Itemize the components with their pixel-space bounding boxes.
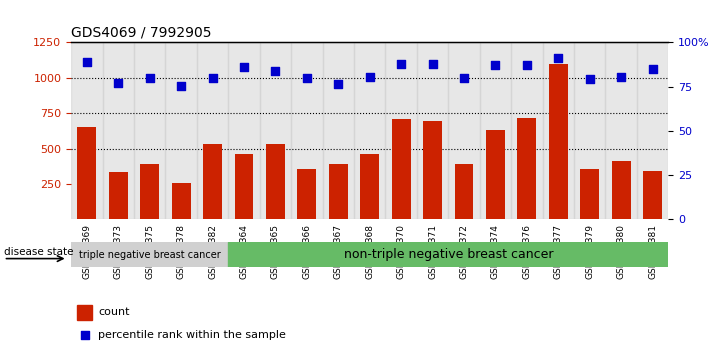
Bar xyxy=(637,42,668,219)
Bar xyxy=(203,144,222,219)
Point xyxy=(647,67,658,72)
Point xyxy=(333,81,344,86)
Bar xyxy=(266,144,285,219)
Bar xyxy=(260,42,291,219)
Bar xyxy=(166,42,197,219)
Point xyxy=(112,80,124,86)
FancyBboxPatch shape xyxy=(71,242,228,267)
Bar xyxy=(392,119,410,219)
Bar xyxy=(360,154,379,219)
Point xyxy=(144,75,156,81)
Bar xyxy=(423,121,442,219)
Bar xyxy=(197,42,228,219)
Bar xyxy=(291,42,323,219)
Bar xyxy=(454,164,474,219)
Point xyxy=(459,75,470,81)
Bar xyxy=(643,171,662,219)
Bar xyxy=(323,42,354,219)
Point xyxy=(176,84,187,89)
Text: non-triple negative breast cancer: non-triple negative breast cancer xyxy=(343,249,553,261)
Point xyxy=(269,68,281,74)
Bar xyxy=(486,130,505,219)
Bar xyxy=(228,42,260,219)
Point xyxy=(552,55,564,61)
Text: percentile rank within the sample: percentile rank within the sample xyxy=(98,330,286,339)
Bar xyxy=(77,305,92,320)
Point xyxy=(395,61,407,67)
Bar xyxy=(329,164,348,219)
Point xyxy=(81,59,92,65)
Bar xyxy=(574,42,606,219)
Bar xyxy=(549,64,568,219)
Point xyxy=(521,62,533,68)
Point xyxy=(616,74,627,80)
Bar xyxy=(102,42,134,219)
Bar xyxy=(71,42,102,219)
Bar xyxy=(140,164,159,219)
Bar xyxy=(518,118,536,219)
Point xyxy=(584,76,595,82)
Text: GDS4069 / 7992905: GDS4069 / 7992905 xyxy=(71,26,212,40)
Bar xyxy=(235,154,253,219)
Bar xyxy=(134,42,166,219)
Bar xyxy=(611,161,631,219)
Point xyxy=(207,75,218,81)
Point xyxy=(364,74,375,80)
Bar xyxy=(354,42,385,219)
Bar xyxy=(417,42,449,219)
Bar xyxy=(480,42,511,219)
Bar xyxy=(606,42,637,219)
FancyBboxPatch shape xyxy=(228,242,668,267)
Bar xyxy=(580,169,599,219)
Bar xyxy=(297,169,316,219)
Bar xyxy=(449,42,480,219)
Point xyxy=(301,75,313,81)
Point xyxy=(238,64,250,69)
Bar xyxy=(511,42,542,219)
Bar xyxy=(171,183,191,219)
Text: count: count xyxy=(98,307,129,317)
Bar xyxy=(542,42,574,219)
Text: disease state: disease state xyxy=(4,247,73,257)
Bar xyxy=(77,127,96,219)
Point xyxy=(427,62,438,67)
Bar xyxy=(385,42,417,219)
Text: triple negative breast cancer: triple negative breast cancer xyxy=(79,250,220,260)
Bar xyxy=(109,172,128,219)
Point xyxy=(490,62,501,68)
Point xyxy=(79,332,90,337)
